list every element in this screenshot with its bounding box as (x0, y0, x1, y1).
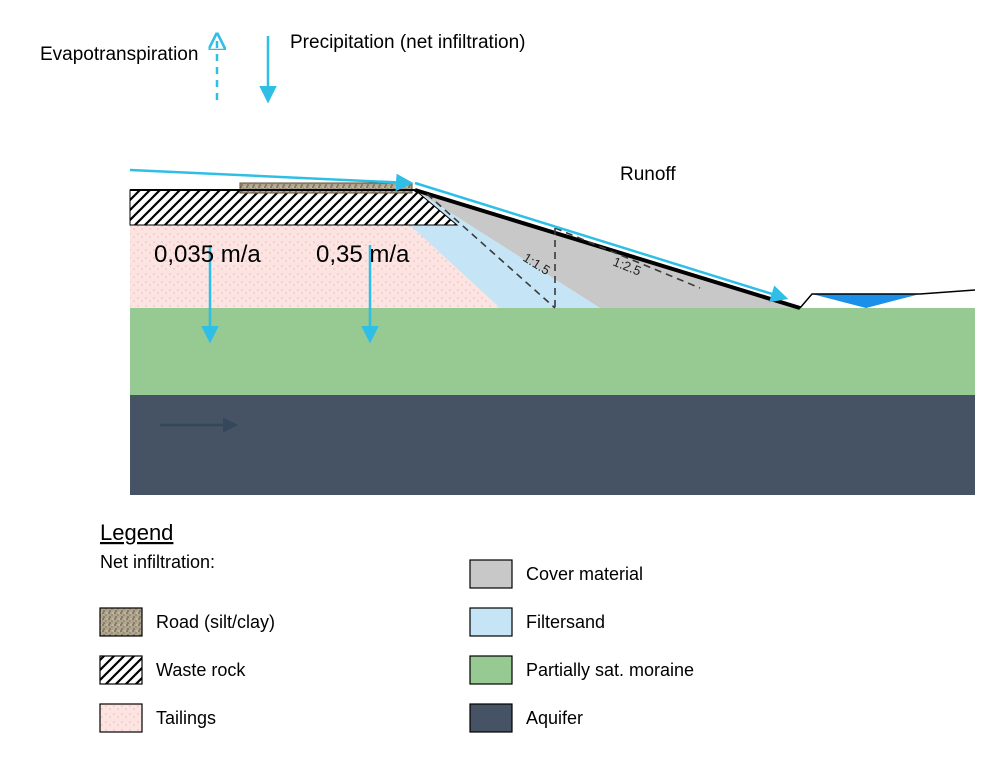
legend-swatch-partial (470, 656, 512, 684)
legend-swatch-cover (470, 560, 512, 588)
legend-label-right-0: Cover material (526, 564, 643, 584)
legend-label-left-3: Tailings (156, 708, 216, 728)
legend-label-right-3: Aquifer (526, 708, 583, 728)
layer-aquifer (130, 395, 975, 495)
label-et: Evapotranspiration (40, 44, 198, 65)
legend-label-left-2: Waste rock (156, 660, 246, 680)
legend-swatch-road (100, 608, 142, 636)
arrow-runoff-crest (130, 170, 410, 183)
layer-waste-rock (130, 190, 457, 225)
legend-label-left-1: Road (silt/clay) (156, 612, 275, 632)
label-precip: Precipitation (net infiltration) (290, 32, 526, 53)
water-body (812, 294, 920, 308)
legend-label-right-2: Partially sat. moraine (526, 660, 694, 680)
legend-swatch-filter (470, 608, 512, 636)
legend-title: Legend (100, 520, 173, 545)
legend-label-right-1: Filtersand (526, 612, 605, 632)
label-rate-left: 0,035 m/a (154, 241, 261, 268)
legend-swatch-aquifer (470, 704, 512, 732)
legend-label-left-0: Net infiltration: (100, 552, 215, 572)
legend-swatch-tailings (100, 704, 142, 732)
layer-partial-sat (130, 308, 975, 395)
layer-road (240, 183, 412, 193)
label-rate-right: 0,35 m/a (316, 241, 410, 268)
label-runoff: Runoff (620, 164, 676, 185)
legend-swatch-wasterock (100, 656, 142, 684)
